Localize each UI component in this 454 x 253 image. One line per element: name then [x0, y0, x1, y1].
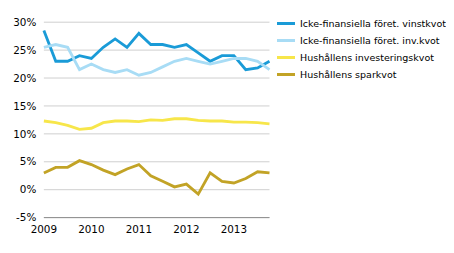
svg-text:2012: 2012: [173, 223, 199, 235]
svg-text:-5%: -5%: [16, 211, 36, 223]
svg-text:2009: 2009: [31, 223, 57, 235]
svg-text:5%: 5%: [20, 155, 37, 167]
svg-text:0%: 0%: [20, 183, 37, 195]
svg-text:25%: 25%: [13, 44, 36, 56]
html-text:Hushållens investeringskvot: Hushållens investeringskvot: [300, 52, 434, 63]
html-text:Icke-finansiella föret. inv.kv: Icke-finansiella föret. inv.kvot: [300, 35, 440, 46]
svg-text:30%: 30%: [13, 16, 36, 28]
svg-text:2011: 2011: [126, 223, 152, 235]
svg-text:2010: 2010: [78, 223, 104, 235]
html-text:Icke-finansiella föret. vinstk: Icke-finansiella föret. vinstkvot: [300, 18, 446, 29]
svg-text:15%: 15%: [13, 100, 36, 112]
svg-text:20%: 20%: [13, 72, 36, 84]
html-text:Hushållens sparkvot: Hushållens sparkvot: [300, 69, 397, 80]
svg-text:2013: 2013: [221, 223, 247, 235]
svg-text:10%: 10%: [13, 128, 36, 140]
